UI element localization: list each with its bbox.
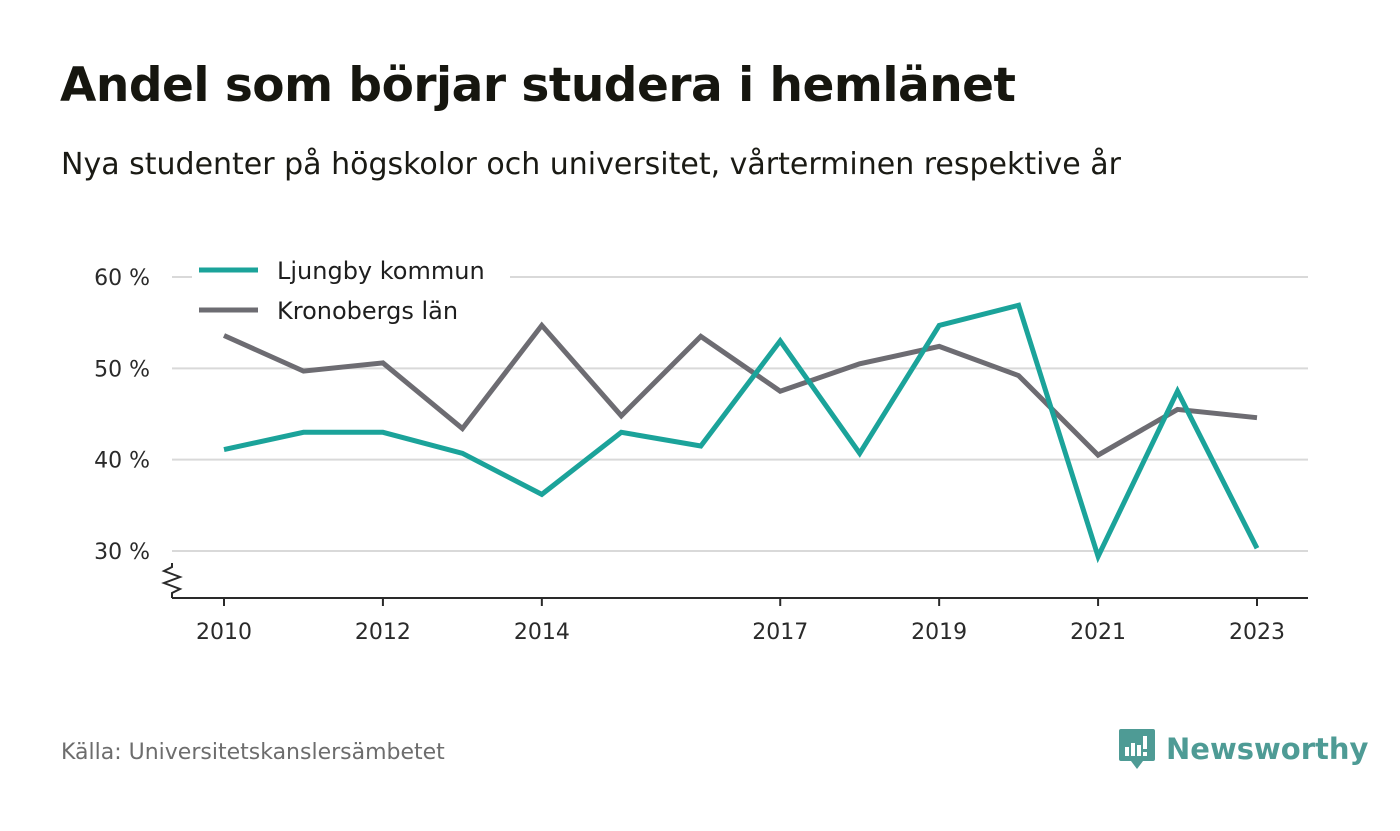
brand-name: Newsworthy <box>1166 732 1369 766</box>
x-tick-label: 2010 <box>196 620 252 645</box>
y-tick-label: 40 % <box>94 449 150 474</box>
series-line-kronoberg <box>222 321 1258 459</box>
legend-background <box>192 252 510 332</box>
series-line-ljungby <box>223 302 1260 564</box>
x-tick-label: 2014 <box>514 620 570 645</box>
y-axis-break-icon <box>161 563 183 598</box>
line-chart: 30 % 40 % 50 % 60 % 2010 2012 2014 2017 2019 2021… <box>94 252 1308 645</box>
source-note: Källa: Universitetskanslersämbetet <box>61 740 445 765</box>
legend-label: Kronobergs län <box>277 297 458 325</box>
bar-chart-speech-bubble-icon <box>1119 729 1155 769</box>
x-tick-label: 2019 <box>911 620 967 645</box>
y-tick-label: 50 % <box>94 357 150 382</box>
chart-title: Andel som börjar studera i hemlänet <box>60 58 1016 113</box>
brand-logo: Newsworthy <box>1118 727 1368 771</box>
legend-label: Ljungby kommun <box>277 257 485 285</box>
y-tick-label: 60 % <box>94 266 150 291</box>
x-tick-label: 2023 <box>1229 620 1285 645</box>
chart-subtitle: Nya studenter på högskolor och universit… <box>61 147 1121 182</box>
y-tick-label: 30 % <box>94 540 150 565</box>
x-tick-label: 2012 <box>355 620 411 645</box>
x-tick-label: 2021 <box>1070 620 1126 645</box>
x-tick-label: 2017 <box>752 620 808 645</box>
